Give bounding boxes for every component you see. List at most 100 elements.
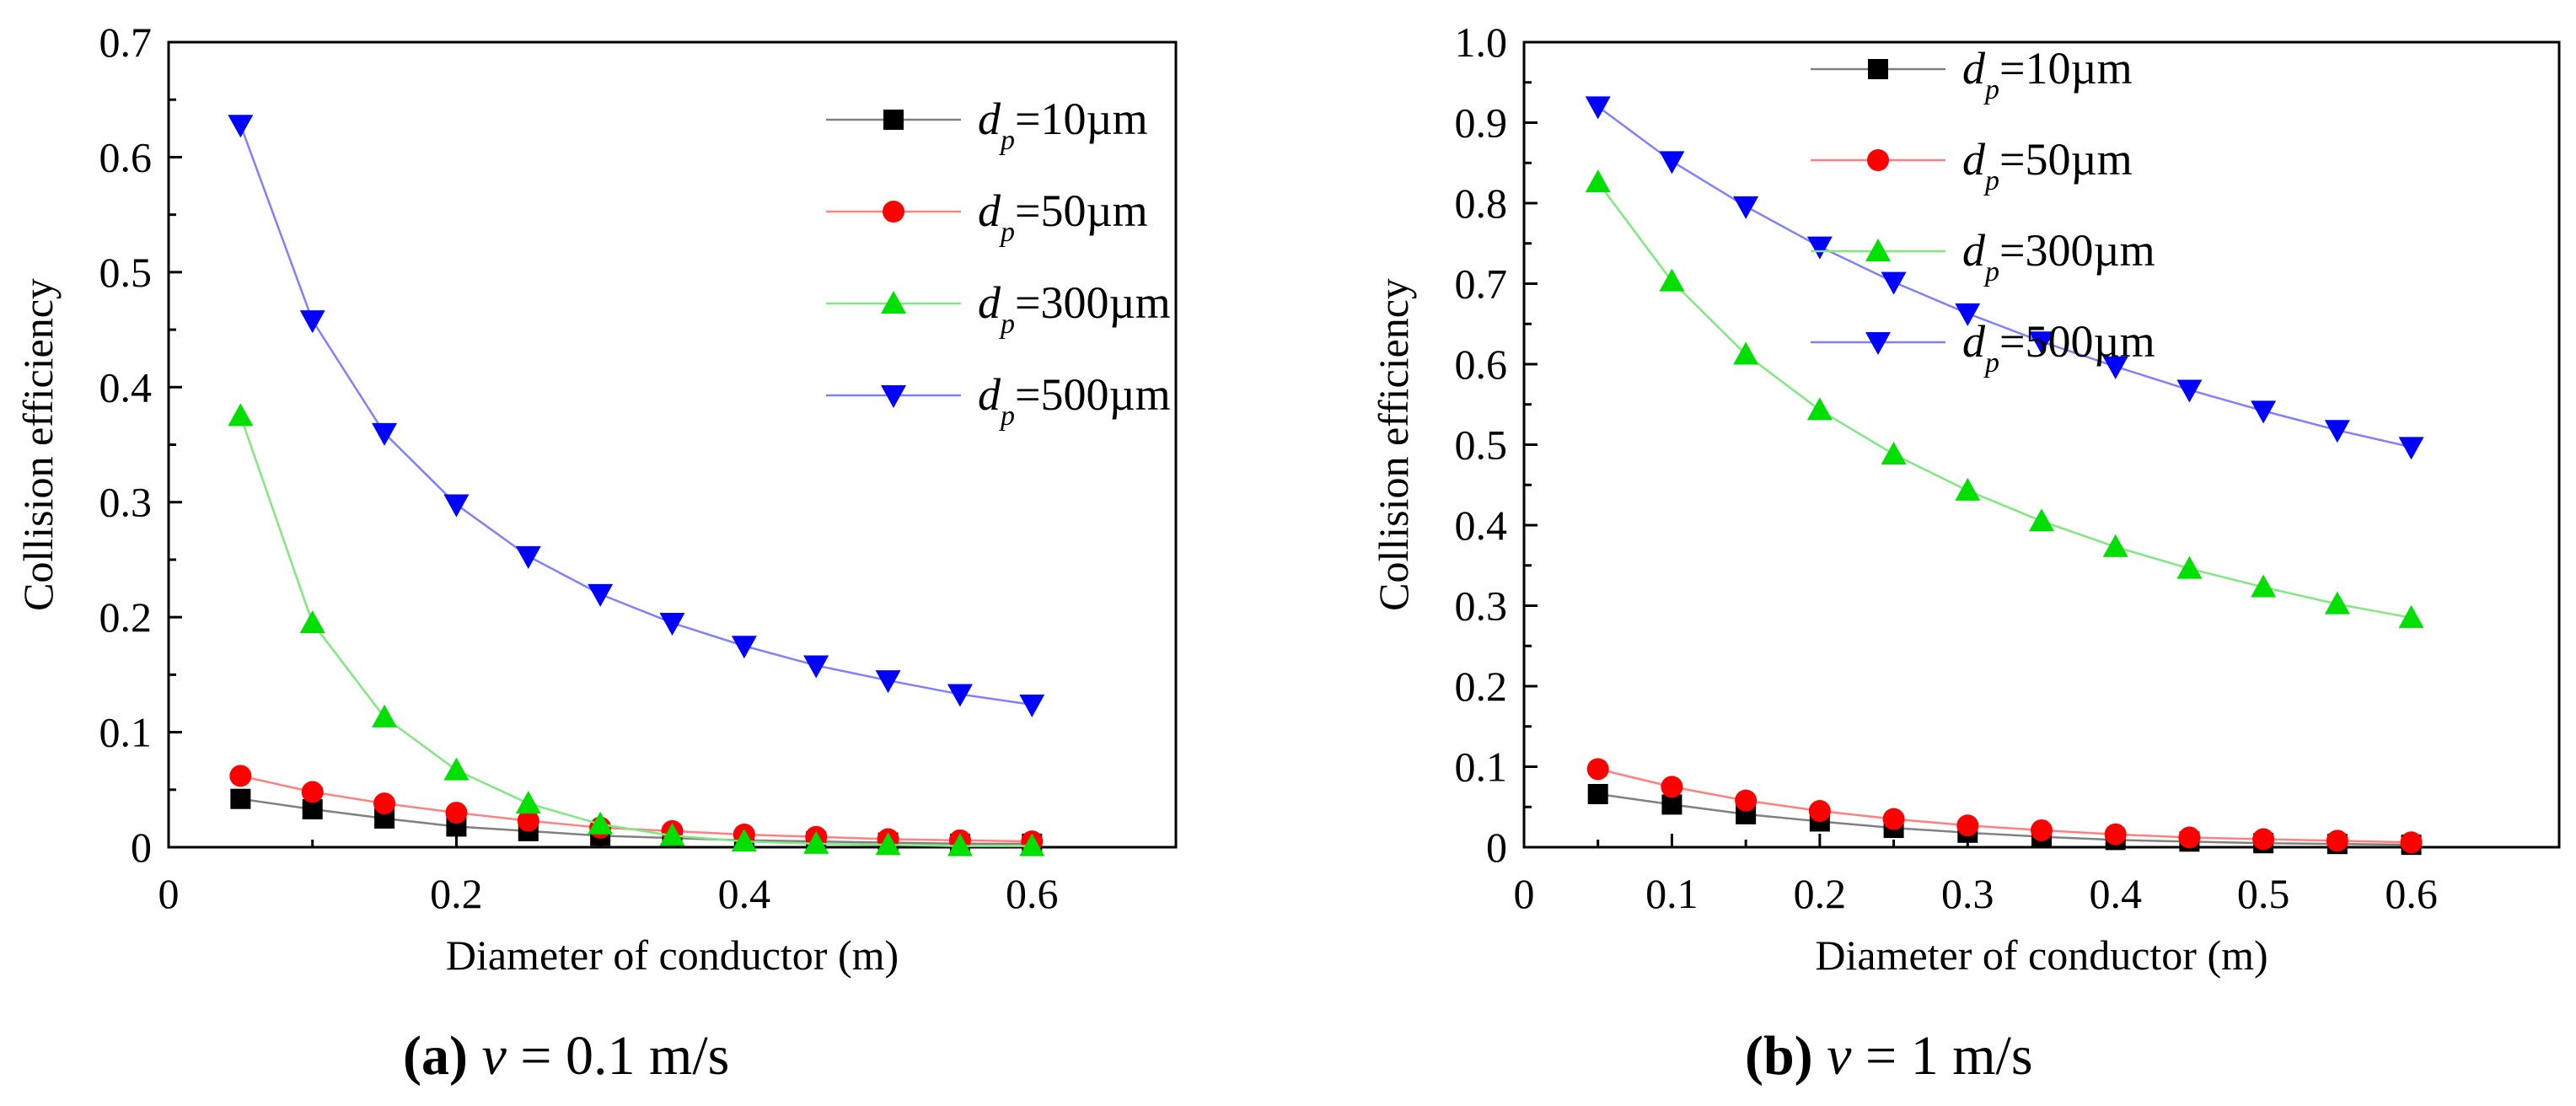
data-point-b-1 xyxy=(1586,758,1609,781)
x-tick-label-a: 0 xyxy=(158,870,180,917)
series-line-a-0 xyxy=(240,797,1033,846)
data-point-b-2 xyxy=(2251,574,2277,598)
y-tick-label-a: 0.5 xyxy=(99,249,153,296)
data-point-b-1 xyxy=(2326,830,2348,852)
data-point-a-2 xyxy=(875,832,901,856)
y-tick-label-b: 0.2 xyxy=(1455,663,1508,710)
y-tick-label-b: 0 xyxy=(1486,824,1507,871)
y-tick-label-b: 0.9 xyxy=(1455,99,1508,147)
x-tick-label-b: 0 xyxy=(1514,870,1535,917)
y-axis-label-b: Collision efficiency xyxy=(1370,278,1417,611)
legend-marker-a-2 xyxy=(881,291,906,314)
data-point-b-2 xyxy=(2398,604,2424,628)
caption-b-label: (b) xyxy=(1745,1025,1813,1087)
data-point-b-3 xyxy=(1881,271,1907,295)
data-point-b-3 xyxy=(2029,331,2054,355)
legend-marker-b-3 xyxy=(1865,332,1891,355)
data-point-b-2 xyxy=(2324,591,2350,615)
legend-marker-b-0 xyxy=(1868,59,1888,79)
legend-marker-a-3 xyxy=(881,385,906,408)
data-point-a-1 xyxy=(373,792,396,815)
data-point-b-1 xyxy=(2400,831,2423,854)
data-point-a-0 xyxy=(230,788,251,809)
data-point-b-1 xyxy=(2178,826,2201,849)
x-axis-label-a: Diameter of conductor (m) xyxy=(446,932,899,979)
caption-b: (b) v = 1 m/s xyxy=(1745,1024,2033,1088)
data-point-a-2 xyxy=(1019,833,1045,856)
caption-a: (a) v = 0.1 m/s xyxy=(403,1024,729,1088)
data-point-a-1 xyxy=(229,765,252,787)
x-tick-label-b: 0.3 xyxy=(1941,870,1994,917)
data-point-a-3 xyxy=(1019,694,1045,717)
x-tick-label-b: 0.6 xyxy=(2385,870,2438,917)
data-point-b-2 xyxy=(1585,169,1611,193)
data-point-b-2 xyxy=(1733,341,1759,365)
data-point-b-2 xyxy=(1659,268,1685,292)
y-tick-label-a: 0.1 xyxy=(99,709,153,756)
data-point-a-3 xyxy=(515,545,541,569)
y-tick-label-b: 0.1 xyxy=(1455,744,1508,791)
data-point-b-3 xyxy=(2176,379,2203,403)
series-b-2 xyxy=(1585,169,2424,628)
series-a-1 xyxy=(229,765,1044,853)
chart-panel-b: 0 0.1 0.2 0.3 0.4 0.5 0.6 0 0.1 0.2 0.3 0.4 0.5 0.6 0.… xyxy=(1370,19,2561,979)
data-point-b-3 xyxy=(1733,196,1759,219)
data-point-b-2 xyxy=(2102,534,2128,557)
data-point-a-3 xyxy=(731,636,757,659)
data-point-b-0 xyxy=(1587,783,1608,804)
x-tick-label-b: 0.5 xyxy=(2237,870,2290,917)
caption-b-text: = 1 m/s xyxy=(1851,1025,2033,1087)
chart-panel-a: 0 0.2 0.4 0.6 0 0.1 0.2 0.3 0.4 0.5 0.6 0.7 Diameter… xyxy=(14,19,1178,979)
plot-frame-a xyxy=(167,40,1178,849)
series-line-b-0 xyxy=(1597,792,2412,846)
caption-b-var: v xyxy=(1827,1025,1852,1087)
series-line-b-3 xyxy=(1597,105,2412,448)
legend-label-a-2: dp=300µm xyxy=(978,277,1171,340)
y-tick-label-a: 0.3 xyxy=(99,479,153,526)
data-point-a-1 xyxy=(445,802,468,824)
data-point-a-3 xyxy=(659,612,685,636)
data-point-a-2 xyxy=(731,829,757,852)
data-point-b-1 xyxy=(1882,808,1905,830)
data-point-b-3 xyxy=(1659,151,1685,174)
y-tick-label-a: 0.2 xyxy=(99,593,153,641)
data-point-a-3 xyxy=(947,684,973,707)
x-tick-label-b: 0.2 xyxy=(1794,870,1847,917)
y-tick-label-b: 0.5 xyxy=(1455,421,1508,469)
legend-label-a-3: dp=500µm xyxy=(978,369,1171,432)
series-line-a-3 xyxy=(239,124,1033,706)
y-axis-label-a: Collision efficiency xyxy=(14,278,62,611)
y-tick-label-a: 0.4 xyxy=(99,363,153,411)
legend-label-b-3: dp=500µm xyxy=(1962,316,2155,379)
data-point-b-1 xyxy=(1661,776,1683,798)
legend-marker-b-1 xyxy=(1867,149,1889,171)
data-point-b-2 xyxy=(2176,556,2203,579)
data-point-a-3 xyxy=(803,655,829,679)
data-point-a-1 xyxy=(301,781,324,803)
x-tick-label-b: 0.4 xyxy=(2089,870,2142,917)
data-point-b-3 xyxy=(1955,303,1981,326)
legend-item-b-0: dp=10µm xyxy=(1811,43,2133,105)
series-a-2 xyxy=(228,403,1045,856)
series-line-a-2 xyxy=(239,415,1033,847)
data-point-a-2 xyxy=(803,830,829,854)
data-point-b-1 xyxy=(1735,789,1758,812)
y-tick-label-b: 0.3 xyxy=(1455,583,1508,630)
data-point-a-2 xyxy=(228,403,254,427)
legend-item-a-1: dp=50µm xyxy=(826,185,1148,248)
legend-label-b-0: dp=10µm xyxy=(1962,43,2133,105)
data-point-a-2 xyxy=(947,833,973,856)
legend-item-b-1: dp=50µm xyxy=(1811,134,2133,196)
x-tick-label-b: 0.1 xyxy=(1645,870,1699,917)
y-tick-label-a: 0 xyxy=(131,824,152,871)
legend-item-b-2: dp=300µm xyxy=(1811,225,2155,287)
y-tick-label-b: 0.4 xyxy=(1455,502,1508,549)
y-tick-label-b: 1.0 xyxy=(1455,19,1508,66)
legend-marker-b-2 xyxy=(1865,239,1891,261)
data-point-a-2 xyxy=(372,704,398,727)
y-tick-label-a: 0.6 xyxy=(99,133,153,180)
data-point-b-1 xyxy=(2252,828,2275,851)
legend-item-a-0: dp=10µm xyxy=(826,94,1148,156)
legend-item-b-3: dp=500µm xyxy=(1811,316,2155,379)
